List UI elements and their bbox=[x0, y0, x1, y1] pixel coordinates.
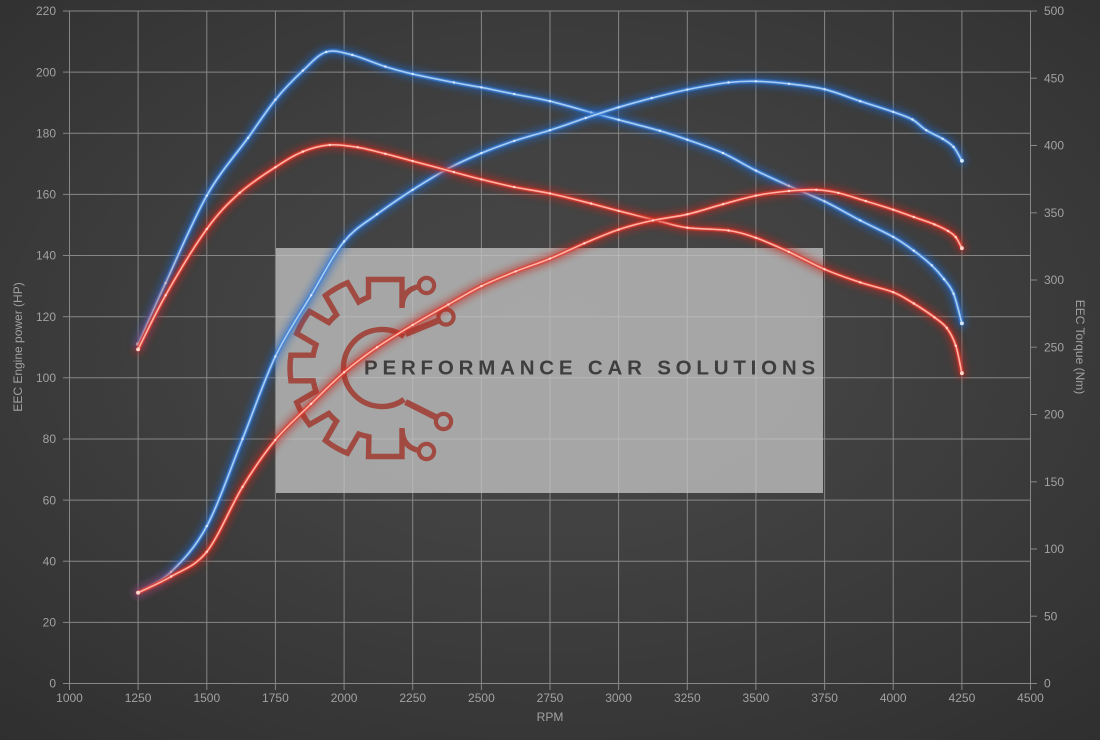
svg-text:140: 140 bbox=[36, 249, 56, 263]
svg-text:2500: 2500 bbox=[468, 691, 495, 705]
svg-text:200: 200 bbox=[36, 65, 56, 79]
svg-text:3250: 3250 bbox=[674, 691, 701, 705]
svg-text:100: 100 bbox=[36, 371, 56, 385]
svg-text:350: 350 bbox=[1044, 206, 1064, 220]
svg-text:20: 20 bbox=[43, 616, 57, 630]
svg-text:160: 160 bbox=[36, 188, 56, 202]
svg-text:1750: 1750 bbox=[262, 691, 289, 705]
svg-text:2250: 2250 bbox=[399, 691, 426, 705]
svg-text:0: 0 bbox=[1044, 677, 1051, 691]
svg-text:PERFORMANCE CAR SOLUTIONS: PERFORMANCE CAR SOLUTIONS bbox=[364, 357, 820, 380]
svg-text:500: 500 bbox=[1044, 4, 1064, 18]
svg-text:0: 0 bbox=[49, 677, 56, 691]
svg-text:120: 120 bbox=[36, 310, 56, 324]
svg-text:300: 300 bbox=[1044, 273, 1064, 287]
svg-text:2000: 2000 bbox=[331, 691, 358, 705]
svg-text:150: 150 bbox=[1044, 475, 1064, 489]
svg-text:200: 200 bbox=[1044, 408, 1064, 422]
svg-text:220: 220 bbox=[36, 4, 56, 18]
svg-text:1250: 1250 bbox=[125, 691, 152, 705]
svg-text:1000: 1000 bbox=[56, 691, 83, 705]
svg-text:180: 180 bbox=[36, 127, 56, 141]
svg-text:3750: 3750 bbox=[811, 691, 838, 705]
svg-text:400: 400 bbox=[1044, 139, 1064, 153]
svg-text:4250: 4250 bbox=[949, 691, 976, 705]
svg-text:40: 40 bbox=[43, 554, 57, 568]
svg-text:250: 250 bbox=[1044, 340, 1064, 354]
svg-text:3000: 3000 bbox=[605, 691, 632, 705]
svg-text:2750: 2750 bbox=[537, 691, 564, 705]
svg-text:100: 100 bbox=[1044, 542, 1064, 556]
svg-text:450: 450 bbox=[1044, 71, 1064, 85]
svg-text:4500: 4500 bbox=[1017, 691, 1044, 705]
svg-text:RPM: RPM bbox=[537, 710, 564, 724]
svg-text:50: 50 bbox=[1044, 609, 1058, 623]
svg-text:EEC Torque (Nm): EEC Torque (Nm) bbox=[1073, 300, 1087, 394]
svg-text:80: 80 bbox=[43, 432, 57, 446]
svg-text:4000: 4000 bbox=[880, 691, 907, 705]
svg-text:60: 60 bbox=[43, 493, 57, 507]
svg-text:3500: 3500 bbox=[743, 691, 770, 705]
svg-text:1500: 1500 bbox=[193, 691, 220, 705]
svg-text:EEC Engine power (HP): EEC Engine power (HP) bbox=[11, 282, 25, 411]
